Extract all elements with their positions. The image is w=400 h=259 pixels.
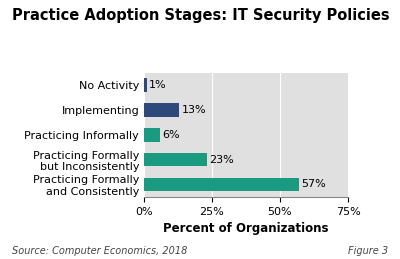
Bar <box>144 103 179 117</box>
Text: Practice Adoption Stages: IT Security Policies: Practice Adoption Stages: IT Security Po… <box>12 8 390 23</box>
Text: Figure 3: Figure 3 <box>348 246 388 256</box>
X-axis label: Percent of Organizations: Percent of Organizations <box>163 222 329 235</box>
Text: Source: Computer Economics, 2018: Source: Computer Economics, 2018 <box>12 246 187 256</box>
Text: 1%: 1% <box>149 80 166 90</box>
Bar <box>144 78 147 92</box>
Text: 23%: 23% <box>209 155 234 164</box>
Bar <box>144 177 299 191</box>
Text: 6%: 6% <box>162 130 180 140</box>
Text: 13%: 13% <box>182 105 206 115</box>
Bar <box>144 153 206 166</box>
Bar <box>144 128 160 141</box>
Text: 57%: 57% <box>301 179 326 189</box>
